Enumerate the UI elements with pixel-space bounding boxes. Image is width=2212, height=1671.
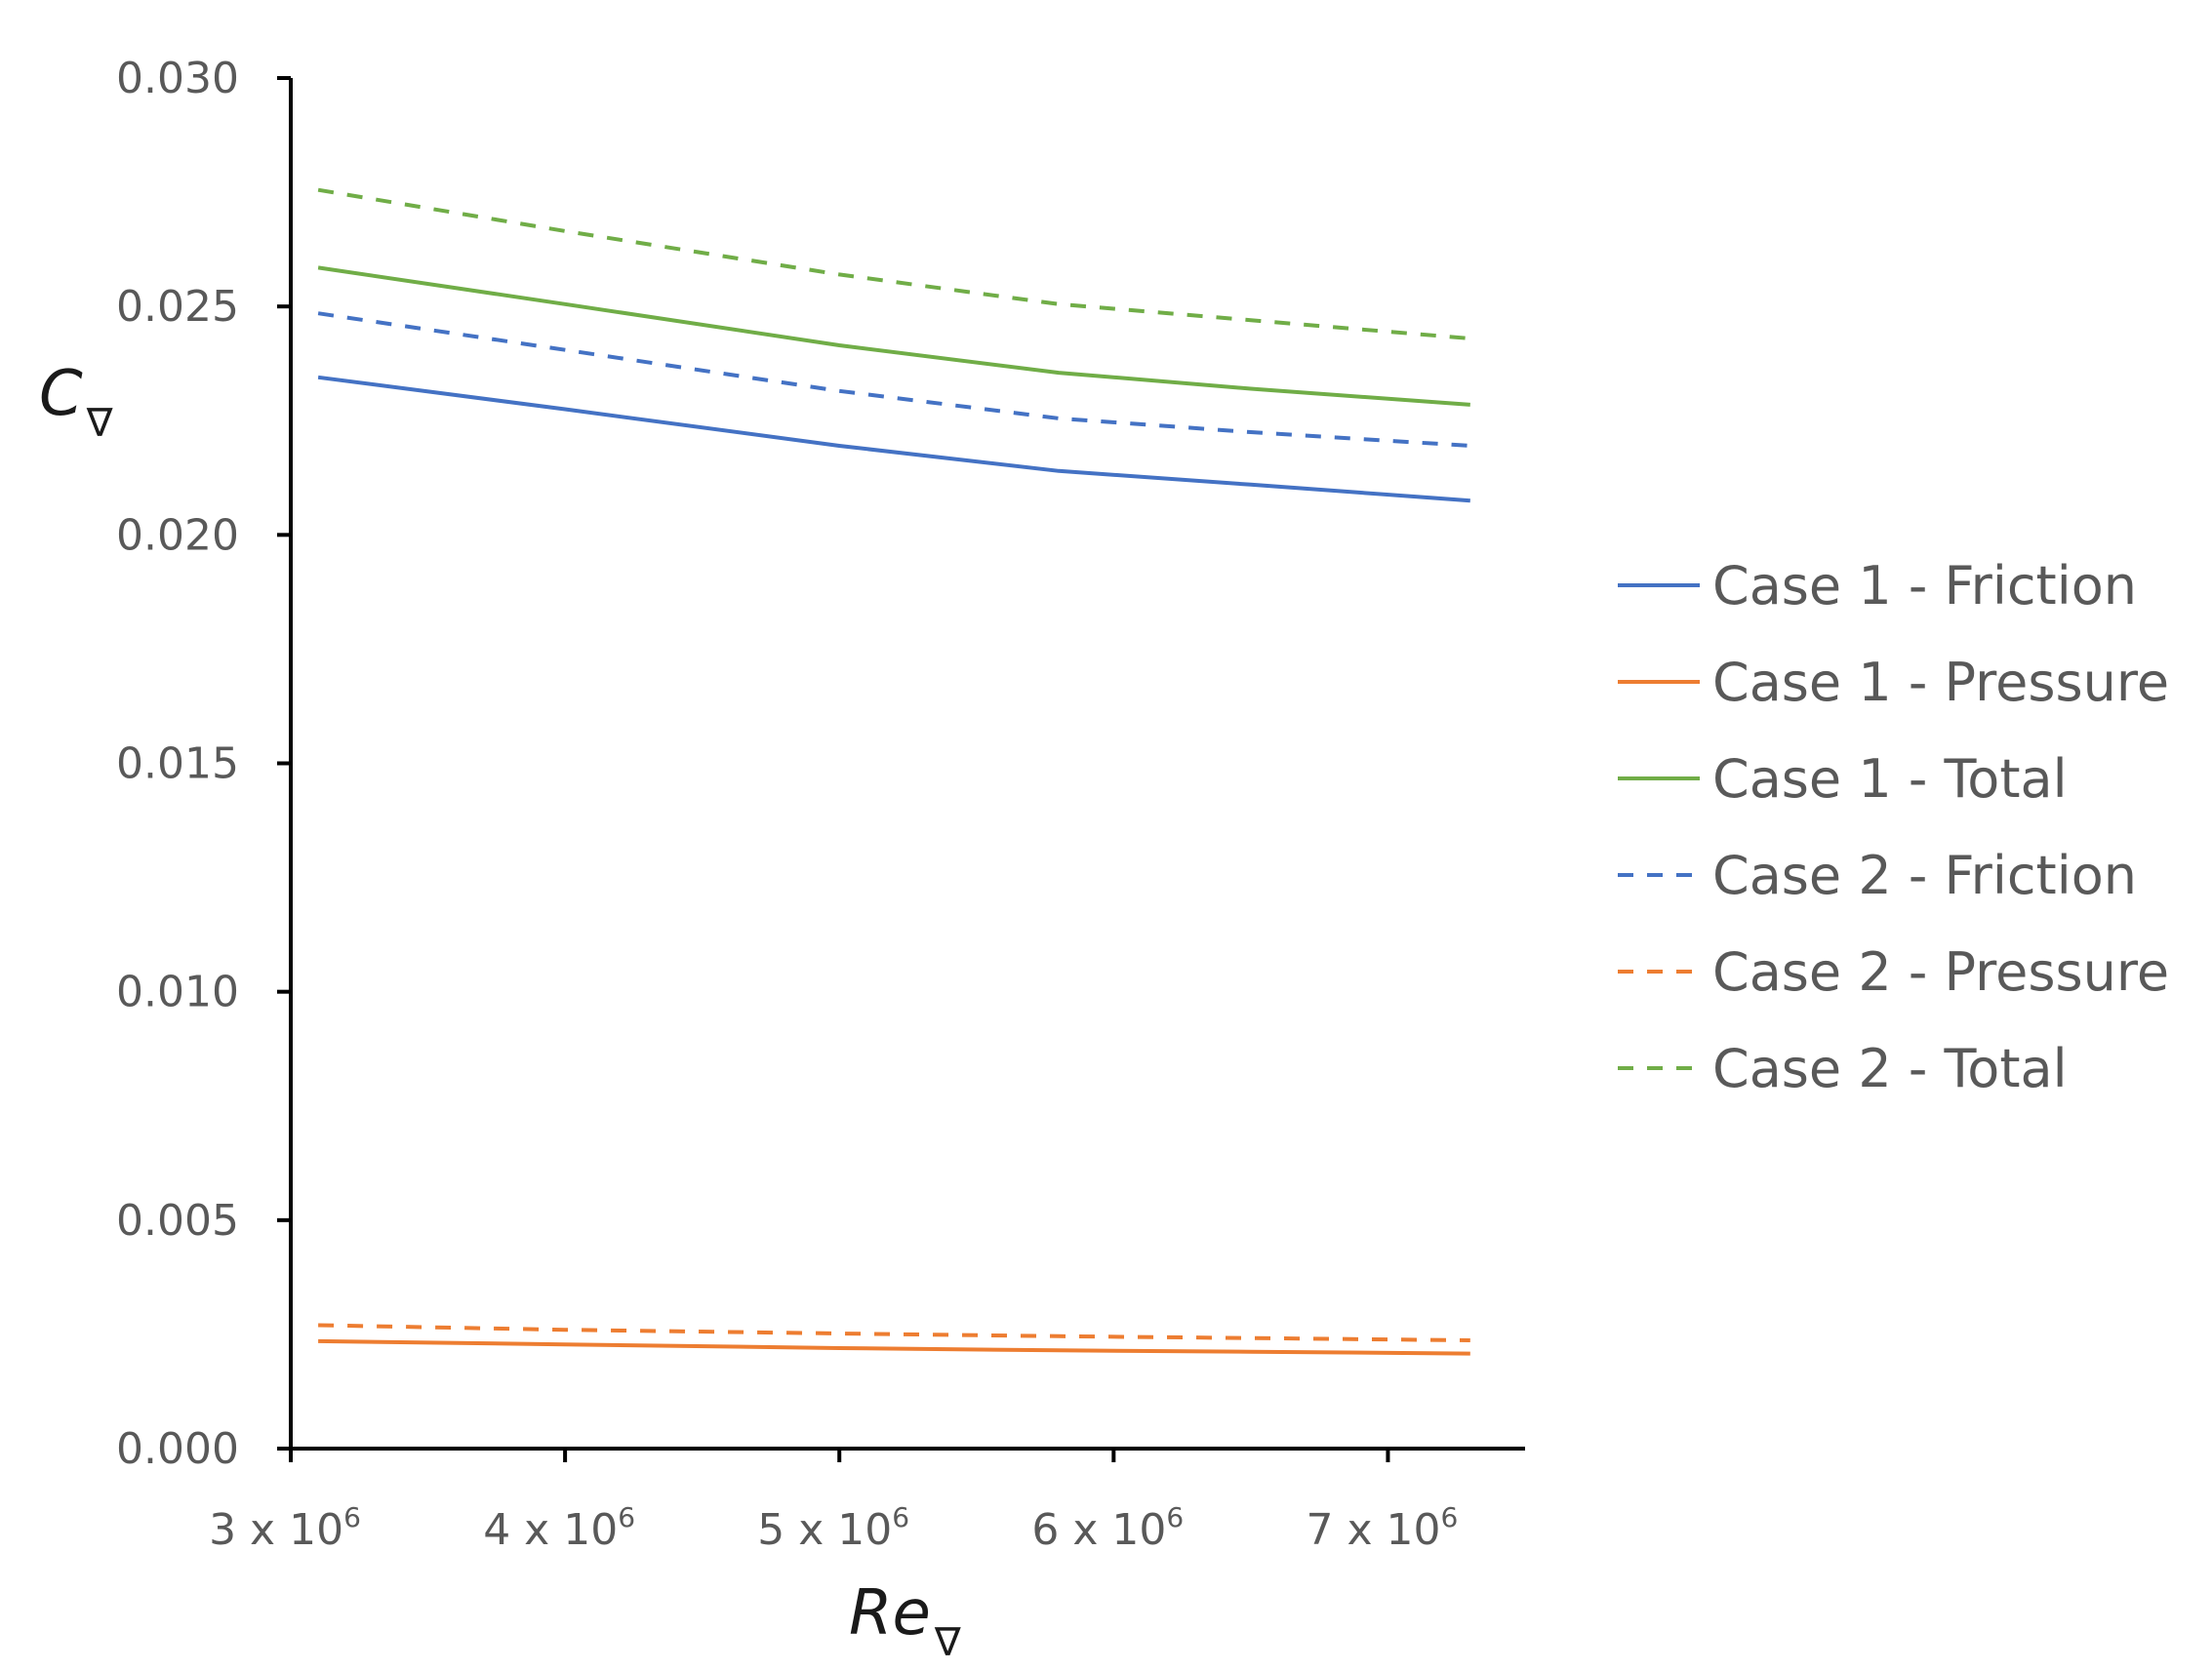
plot-area: 0.000 0.005 0.010 0.015 0.020 0.025 0.030 3 x … bbox=[116, 54, 1525, 1555]
y-tick-label: 0.010 bbox=[116, 968, 239, 1017]
series-line-1 bbox=[317, 375, 1470, 503]
series-line-2 bbox=[318, 1338, 1470, 1356]
x-tick-label: 7 x 106 bbox=[1307, 1501, 1459, 1555]
y-axis-title-subscript: ∇ bbox=[86, 401, 113, 446]
y-tick-label: 0.015 bbox=[116, 739, 239, 789]
y-tick-label: 0.000 bbox=[116, 1424, 239, 1474]
legend-label: Case 1 - Pressure bbox=[1712, 652, 2169, 713]
y-axis-title-main: C bbox=[39, 358, 83, 430]
x-tick-label: 3 x 106 bbox=[209, 1501, 361, 1555]
y-tick-label: 0.030 bbox=[116, 54, 239, 103]
series-line-5 bbox=[318, 1323, 1470, 1342]
y-tick-label: 0.020 bbox=[116, 510, 239, 560]
series-line-6 bbox=[317, 187, 1470, 340]
legend-label: Case 1 - Friction bbox=[1712, 555, 2137, 617]
series-lines bbox=[317, 187, 1470, 1356]
y-axis-title: C ∇ bbox=[39, 358, 113, 446]
x-tick-label: 4 x 106 bbox=[483, 1501, 635, 1555]
y-tick-label: 0.025 bbox=[116, 282, 239, 332]
x-axis-title-main: Re bbox=[849, 1577, 931, 1650]
legend-label: Case 2 - Friction bbox=[1712, 845, 2137, 906]
x-axis-title-subscript: ∇ bbox=[934, 1620, 961, 1665]
series-line-3 bbox=[317, 265, 1470, 407]
legend: Case 1 - Friction Case 1 - Pressure Case 1… bbox=[1618, 555, 2169, 1099]
x-tick-label: 5 x 106 bbox=[757, 1501, 909, 1555]
x-axis-ticks: 3 x 106 4 x 106 5 x 106 6 x 106 7 x 106 bbox=[209, 1449, 1458, 1555]
x-axis-title: Re ∇ bbox=[849, 1577, 961, 1665]
y-axis-ticks: 0.000 0.005 0.010 0.015 0.020 0.025 0.030 bbox=[116, 54, 291, 1474]
y-tick-label: 0.005 bbox=[116, 1196, 239, 1246]
series-line-4 bbox=[317, 311, 1470, 448]
x-tick-label: 6 x 106 bbox=[1031, 1501, 1184, 1555]
legend-label: Case 2 - Total bbox=[1712, 1038, 2068, 1099]
legend-label: Case 1 - Total bbox=[1712, 748, 2068, 810]
legend-label: Case 2 - Pressure bbox=[1712, 941, 2169, 1003]
